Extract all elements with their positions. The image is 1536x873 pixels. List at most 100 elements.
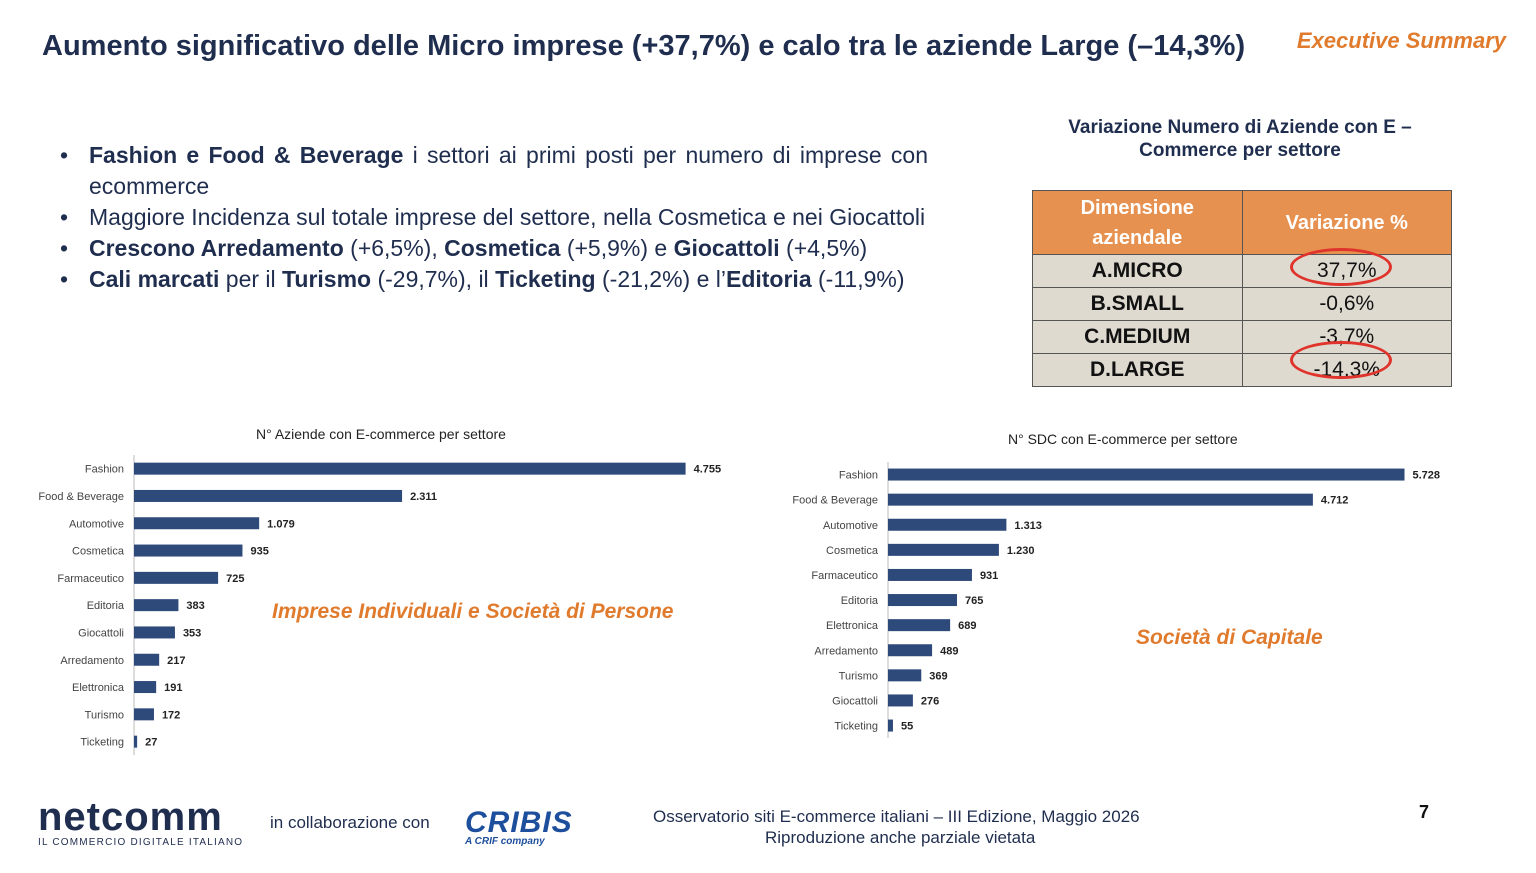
value-label: 353 — [183, 627, 201, 639]
bar — [134, 544, 243, 557]
bar — [134, 599, 179, 612]
value-label: 172 — [162, 709, 180, 721]
value-label: 1.313 — [1014, 520, 1042, 532]
value-label: 765 — [965, 595, 983, 607]
section-tag: Executive Summary — [1296, 28, 1506, 53]
bar — [134, 571, 219, 584]
category-label: Arredamento — [60, 655, 124, 667]
bullet-text: (+4,5%) — [779, 235, 868, 261]
table-header-variation: Variazione % — [1241, 190, 1452, 255]
footer-copyright: Riproduzione anche parziale vietata — [765, 828, 1036, 847]
chart2-annotation: Società di Capitale — [1136, 626, 1323, 649]
bar — [134, 681, 157, 694]
bar — [888, 518, 1007, 531]
netcomm-tagline: IL COMMERCIO DIGITALE ITALIANO — [38, 837, 244, 848]
bullet-text: (-11,9%) — [811, 266, 905, 292]
bullet-text: (+5,9%) e — [560, 235, 674, 261]
category-label: Editoria — [87, 600, 125, 612]
value-label: 191 — [164, 682, 182, 694]
value-label: 55 — [901, 721, 913, 733]
bar — [134, 653, 160, 666]
bar — [134, 462, 686, 475]
bullet-text: per il — [219, 266, 283, 292]
value-label: 935 — [250, 546, 268, 558]
category-label: Farmaceutico — [811, 570, 878, 582]
bullet-text: i settori ai primi posti per numero di i… — [89, 142, 928, 199]
collab-text: in collaborazione con — [270, 813, 430, 832]
highlight-circle — [1290, 248, 1392, 286]
value-label: 276 — [921, 695, 939, 707]
value-label: 489 — [940, 645, 958, 657]
bar — [888, 694, 913, 707]
table-row: C.MEDIUM -3,7% — [1032, 320, 1452, 354]
value-label: 1.079 — [267, 518, 295, 530]
bullet-text: (+6,5%), — [343, 235, 445, 261]
bullet-text: Cali marcati — [89, 266, 220, 292]
bar — [134, 735, 138, 748]
dimension-cell: D.LARGE — [1032, 353, 1243, 387]
bar — [888, 644, 933, 657]
netcomm-logo: netcomm — [38, 795, 223, 839]
bar — [888, 594, 957, 607]
value-label: 27 — [145, 737, 157, 749]
table-header-dimension: Dimensione aziendale — [1032, 190, 1243, 255]
value-label: 931 — [980, 570, 998, 582]
category-label: Arredamento — [814, 645, 878, 657]
chart-sdc: Fashion 5.728 Food & Beverage 4.712 Automoti… — [792, 462, 1441, 739]
value-label: 1.230 — [1007, 545, 1035, 557]
bar — [888, 493, 1313, 506]
category-label: Cosmetica — [826, 545, 879, 557]
category-label: Ticketing — [834, 721, 878, 733]
bar — [134, 517, 260, 530]
dimension-cell: C.MEDIUM — [1032, 320, 1243, 354]
bullet-text: (-21,2%) e l’ — [595, 266, 726, 292]
bullet-item: Crescono Arredamento (+6,5%), Cosmetica … — [60, 233, 928, 264]
category-label: Editoria — [841, 595, 879, 607]
page-title: Aumento significativo delle Micro impres… — [42, 30, 1246, 62]
category-label: Cosmetica — [72, 546, 125, 558]
category-label: Automotive — [69, 518, 124, 530]
category-label: Turismo — [839, 670, 878, 682]
bullet-text: Turismo — [282, 266, 372, 292]
bar — [888, 719, 893, 732]
table-title: Variazione Numero di Aziende con E – Com… — [1068, 117, 1412, 161]
value-label: 4.755 — [694, 464, 722, 476]
bar — [888, 619, 951, 632]
value-label: 4.712 — [1321, 495, 1349, 507]
bullet-text: (-29,7%), il — [371, 266, 496, 292]
bullet-item: Maggiore Incidenza sul totale imprese de… — [60, 202, 928, 233]
highlight-circle — [1290, 341, 1392, 379]
bullet-text: Maggiore Incidenza sul totale imprese de… — [89, 204, 926, 230]
cribis-tagline: A CRIF company — [465, 836, 545, 847]
bullet-list: Fashion e Food & Beverage i settori ai p… — [60, 140, 928, 295]
bar — [888, 468, 1405, 481]
value-label: 383 — [186, 600, 204, 612]
category-label: Turismo — [85, 709, 124, 721]
value-label: 5.728 — [1413, 470, 1441, 482]
value-label: 689 — [958, 620, 976, 632]
category-label: Giocattoli — [832, 695, 878, 707]
value-label: 2.311 — [410, 491, 437, 503]
bar — [134, 626, 175, 639]
category-label: Fashion — [839, 470, 878, 482]
category-label: Food & Beverage — [792, 495, 878, 507]
value-label: 725 — [226, 573, 244, 585]
category-label: Fashion — [85, 464, 124, 476]
bar — [134, 708, 154, 721]
category-label: Elettronica — [826, 620, 879, 632]
bar — [888, 543, 999, 556]
bullet-text: Crescono Arredamento — [89, 235, 344, 261]
category-label: Ticketing — [80, 737, 124, 749]
bullet-text: Fashion e Food & Beverage — [89, 142, 404, 168]
chart1-title: N° Aziende con E-commerce per settore — [256, 426, 506, 442]
variation-cell: -0,6% — [1241, 287, 1452, 321]
chart-aziende: Fashion 4.755 Food & Beverage 2.311 Automoti… — [38, 455, 722, 756]
bullet-item: Cali marcati per il Turismo (-29,7%), il… — [60, 264, 928, 295]
bar — [888, 669, 922, 682]
dimension-cell: B.SMALL — [1032, 287, 1243, 321]
bar — [134, 489, 403, 502]
bullet-text: Editoria — [725, 266, 812, 292]
bullet-text: Cosmetica — [444, 235, 561, 261]
bullet-text: Giocattoli — [673, 235, 780, 261]
category-label: Elettronica — [72, 682, 125, 694]
